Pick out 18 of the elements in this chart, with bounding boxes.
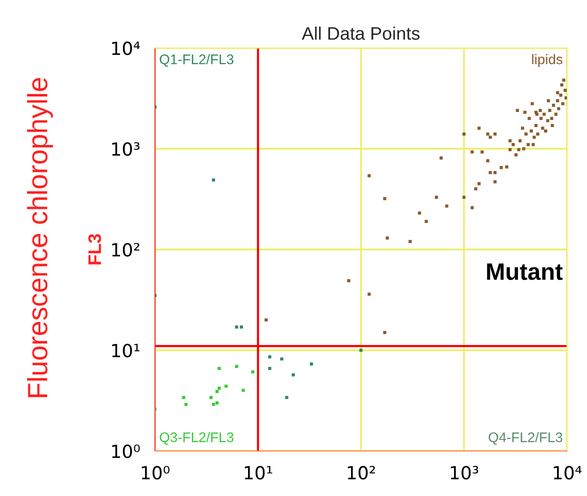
x-tick-label: 10³ <box>450 466 478 480</box>
x-tick-label: 10⁰ <box>142 466 170 480</box>
y-tick-label: 10² <box>112 242 140 257</box>
x-tick-label: 10² <box>348 466 375 480</box>
x-tick-label: 10¹ <box>244 466 272 480</box>
y-tick-label: 10⁰ <box>112 444 140 458</box>
annotation: Q3-FL2/FL3 <box>160 432 234 445</box>
y-axis-title: FL3 <box>88 234 102 264</box>
x-tick-label: 10⁴ <box>554 466 582 480</box>
annotation: Q4-FL2/FL3 <box>488 432 562 445</box>
text: Fluorescence chlorophylle <box>27 78 53 398</box>
chart-title: All Data Points <box>302 26 420 40</box>
annotation: Mutant <box>487 264 563 280</box>
y-tick-label: 10³ <box>112 142 140 156</box>
y-tick-label: 10⁴ <box>112 41 140 56</box>
annotation: lipids <box>532 54 562 67</box>
annotation: Q1-FL2/FL3 <box>160 54 234 67</box>
y-tick-label: 10¹ <box>112 344 140 358</box>
